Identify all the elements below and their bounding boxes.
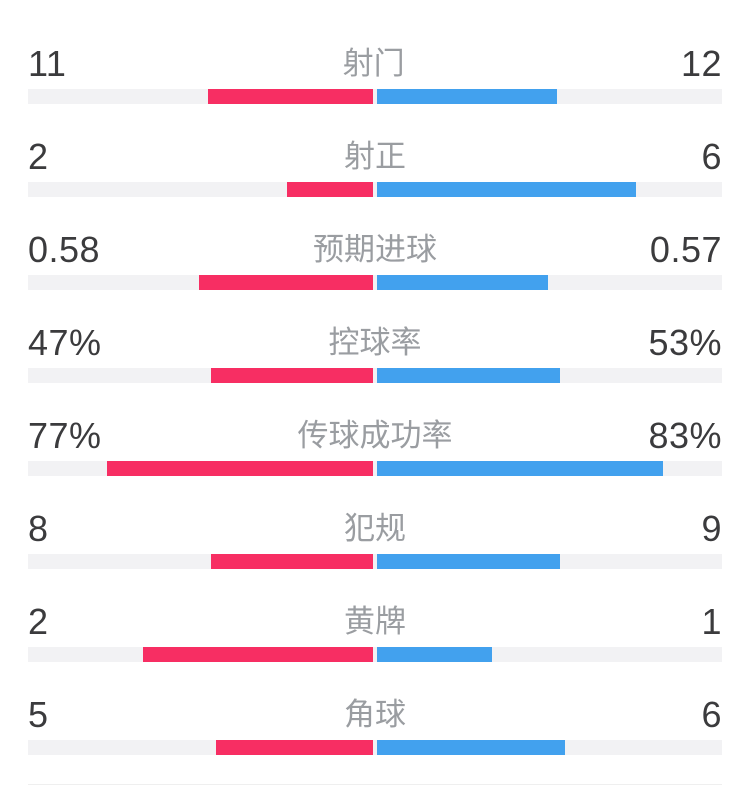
home-bar [216,740,373,755]
home-bar [199,275,373,290]
away-value: 1 [701,601,722,642]
stat-row-fouls: 8 犯规 9 [28,505,722,598]
home-value: 0.58 [28,229,101,270]
stat-label: 射门 [342,46,405,81]
away-bar [377,461,663,476]
stat-row-shots: 11 射门 12 [28,40,722,133]
away-bar [377,368,560,383]
away-bar [377,554,560,569]
stat-row-shots-on-target: 2 射正 6 [28,133,722,226]
home-bar [143,647,373,662]
stat-bar-track [28,740,722,755]
away-bar [377,182,636,197]
stat-bar-track [28,461,722,476]
home-value: 5 [28,694,49,735]
away-value: 12 [680,43,722,84]
away-bar [377,647,492,662]
home-value: 8 [28,508,49,549]
stat-label: 控球率 [328,325,422,360]
stat-label: 犯规 [344,511,406,546]
stat-row-yellow-cards: 2 黄牌 1 [28,598,722,691]
away-value: 83% [648,415,722,456]
away-value: 0.57 [649,229,722,270]
stat-bar-track [28,182,722,197]
away-bar [377,275,548,290]
away-value: 6 [701,694,722,735]
away-value: 9 [701,508,722,549]
away-bar [377,740,565,755]
away-value: 53% [648,322,722,363]
home-bar [211,368,373,383]
home-bar [107,461,373,476]
home-value: 47% [28,322,102,363]
stat-row-corners: 5 角球 6 [28,691,722,784]
stat-label: 预期进球 [313,232,437,267]
stat-bar-track [28,554,722,569]
home-value: 11 [28,43,67,84]
home-bar [287,182,373,197]
home-value: 77% [28,415,102,456]
stat-bar-track [28,647,722,662]
stat-bar-track [28,89,722,104]
stat-bar-track [28,275,722,290]
stat-row-expected-goals: 0.58 预期进球 0.57 [28,226,722,319]
home-bar [208,89,373,104]
stat-label: 传球成功率 [297,418,453,453]
away-value: 6 [701,136,722,177]
home-value: 2 [28,601,49,642]
away-bar [377,89,557,104]
home-bar [211,554,373,569]
bottom-divider [28,784,722,785]
stat-label: 黄牌 [344,604,406,639]
stat-label: 角球 [344,697,406,732]
stat-label: 射正 [344,139,406,174]
stat-row-pass-accuracy: 77% 传球成功率 83% [28,412,722,505]
stat-row-possession: 47% 控球率 53% [28,319,722,412]
stat-bar-track [28,368,722,383]
home-value: 2 [28,136,49,177]
